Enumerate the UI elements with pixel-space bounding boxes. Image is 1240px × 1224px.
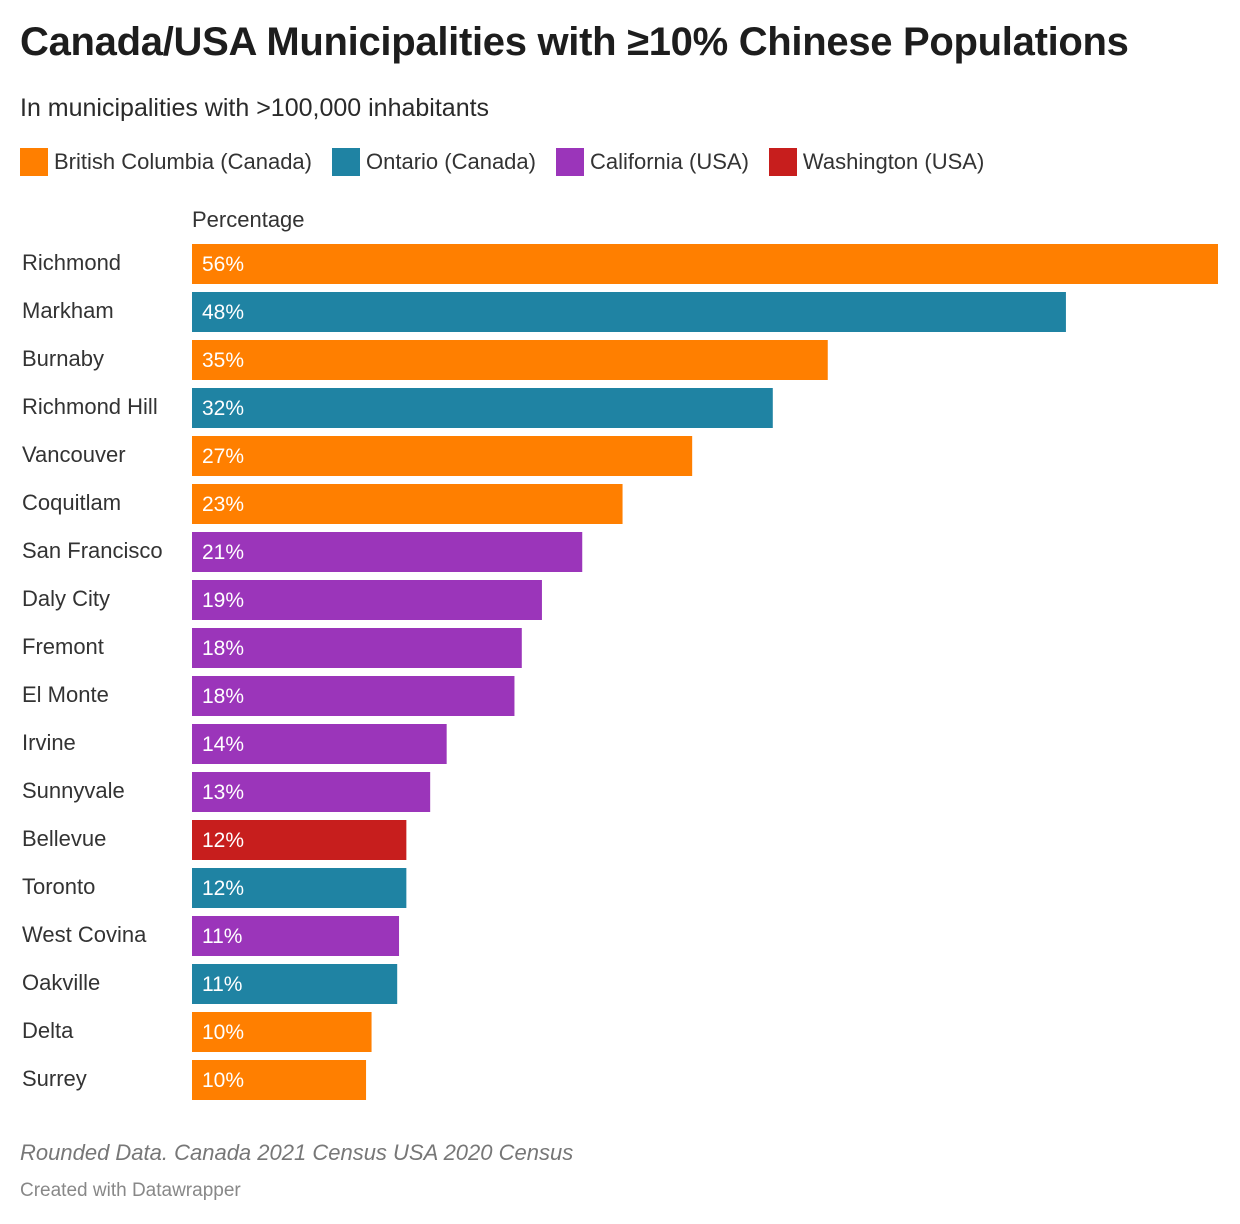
legend-item-california: California (USA) [555, 148, 749, 176]
bar-fremont[interactable] [192, 628, 522, 668]
bar-sunnyvale[interactable] [192, 772, 431, 812]
value-label-fremont: 18% [202, 637, 244, 660]
bar-surrey[interactable] [192, 1060, 367, 1100]
category-label-irvine: Irvine [22, 730, 76, 755]
bar-delta[interactable] [192, 1012, 372, 1052]
bar-west-covina[interactable] [192, 916, 400, 956]
value-label-sunnyvale: 13% [202, 781, 244, 804]
category-label-delta: Delta [22, 1018, 74, 1043]
value-label-richmond-hill: 32% [202, 397, 244, 420]
value-label-oakville: 11% [202, 973, 242, 996]
category-label-surrey: Surrey [22, 1066, 87, 1091]
value-label-coquitlam: 23% [202, 493, 244, 516]
chart-subtitle: In municipalities with >100,000 inhabita… [20, 94, 490, 122]
category-label-coquitlam: Coquitlam [22, 490, 121, 515]
value-label-markham: 48% [202, 301, 244, 324]
value-label-burnaby: 35% [202, 349, 244, 372]
column-header: Percentage [192, 207, 305, 232]
source-note: Rounded Data. Canada 2021 Census USA 202… [20, 1140, 574, 1165]
chart-title: Canada/USA Municipalities with ≥10% Chin… [20, 20, 1129, 64]
value-label-toronto: 12% [202, 877, 244, 900]
category-label-richmond: Richmond [22, 250, 121, 275]
value-label-west-covina: 11% [202, 925, 242, 948]
bar-toronto[interactable] [192, 868, 407, 908]
bar-irvine[interactable] [192, 724, 447, 764]
legend-label: Washington (USA) [802, 149, 985, 174]
value-label-surrey: 10% [202, 1069, 244, 1092]
legend-label: Ontario (Canada) [366, 149, 536, 174]
value-label-el-monte: 18% [202, 685, 244, 708]
legend-item-british-columbia: British Columbia (Canada) [20, 148, 312, 176]
category-label-burnaby: Burnaby [22, 346, 104, 371]
legend-item-washington: Washington (USA) [768, 148, 985, 176]
value-label-san-francisco: 21% [202, 541, 244, 564]
legend-label: California (USA) [589, 149, 749, 174]
legend-label: British Columbia (Canada) [54, 149, 312, 174]
category-label-vancouver: Vancouver [22, 442, 126, 467]
legend-swatch [20, 148, 48, 176]
bar-coquitlam[interactable] [192, 484, 623, 524]
category-label-west-covina: West Covina [22, 922, 147, 947]
value-label-irvine: 14% [202, 733, 244, 756]
value-label-bellevue: 12% [202, 829, 244, 852]
legend-swatch [332, 148, 360, 176]
bar-san-francisco[interactable] [192, 532, 583, 572]
category-label-daly-city: Daly City [22, 586, 110, 611]
bar-vancouver[interactable] [192, 436, 693, 476]
bar-el-monte[interactable] [192, 676, 515, 716]
bar-bellevue[interactable] [192, 820, 407, 860]
category-label-el-monte: El Monte [22, 682, 109, 707]
category-label-bellevue: Bellevue [22, 826, 106, 851]
value-label-daly-city: 19% [202, 589, 244, 612]
legend-swatch [768, 148, 797, 176]
legend-swatch [555, 148, 584, 176]
bar-daly-city[interactable] [192, 580, 542, 620]
category-label-markham: Markham [22, 298, 114, 323]
legend-item-ontario: Ontario (Canada) [332, 148, 536, 176]
bar-richmond-hill[interactable] [192, 388, 773, 428]
credit-link[interactable]: Created with Datawrapper [20, 1180, 241, 1201]
bar-richmond[interactable] [192, 244, 1218, 284]
category-label-toronto: Toronto [22, 874, 95, 899]
category-label-fremont: Fremont [22, 634, 104, 659]
value-label-delta: 10% [202, 1021, 244, 1044]
bar-oakville[interactable] [192, 964, 398, 1004]
category-label-oakville: Oakville [22, 970, 100, 995]
bar-burnaby[interactable] [192, 340, 828, 380]
category-label-san-francisco: San Francisco [22, 538, 163, 563]
value-label-richmond: 56% [202, 253, 244, 276]
category-label-sunnyvale: Sunnyvale [22, 778, 125, 803]
category-label-richmond-hill: Richmond Hill [22, 394, 158, 419]
legend: British Columbia (Canada) Ontario (Canad… [20, 148, 1004, 176]
value-label-vancouver: 27% [202, 445, 244, 468]
bar-markham[interactable] [192, 292, 1066, 332]
